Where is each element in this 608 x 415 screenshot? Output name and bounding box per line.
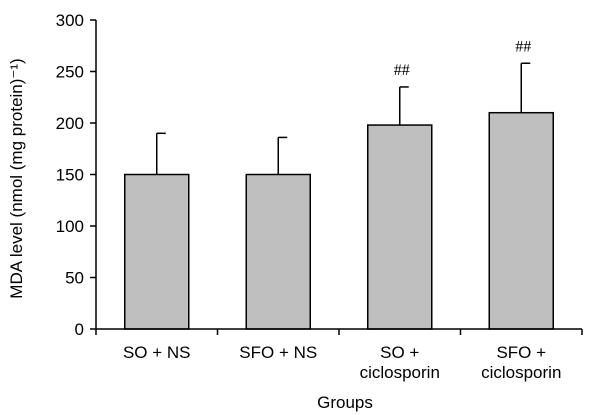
significance-mark: ## bbox=[515, 38, 531, 55]
significance-mark: ## bbox=[394, 62, 410, 79]
significance-annotations: ## ## bbox=[394, 38, 532, 79]
y-tick-label: 300 bbox=[56, 11, 84, 30]
y-tick-label: 200 bbox=[56, 114, 84, 133]
y-tick-label: 100 bbox=[56, 217, 84, 236]
error-bar bbox=[156, 132, 166, 175]
y-axis-ticks: 0 50 100 150 200 250 300 bbox=[56, 11, 96, 339]
x-category-label: SFO + NS bbox=[239, 343, 317, 362]
x-category-label: SFO + bbox=[496, 343, 546, 362]
x-category-label: SO + NS bbox=[123, 343, 191, 362]
y-tick-label: 150 bbox=[56, 166, 84, 185]
error-bars bbox=[156, 62, 531, 175]
bar bbox=[488, 111, 554, 330]
error-bar bbox=[520, 62, 531, 113]
bar bbox=[124, 173, 190, 330]
x-category-label: ciclosporin bbox=[360, 363, 440, 382]
bar bbox=[367, 124, 433, 330]
error-bar bbox=[399, 86, 409, 126]
y-axis-title: MDA level (nmol (mg protein)⁻¹) bbox=[7, 58, 26, 298]
y-tick-label: 50 bbox=[65, 269, 84, 288]
x-category-label: SO + bbox=[380, 343, 419, 362]
y-tick-label: 0 bbox=[75, 320, 84, 339]
error-bar bbox=[277, 136, 288, 175]
x-category-label: ciclosporin bbox=[481, 363, 561, 382]
bars bbox=[124, 111, 554, 330]
bar bbox=[245, 173, 311, 330]
y-tick-label: 250 bbox=[56, 63, 84, 82]
x-axis-title: Groups bbox=[317, 393, 373, 412]
